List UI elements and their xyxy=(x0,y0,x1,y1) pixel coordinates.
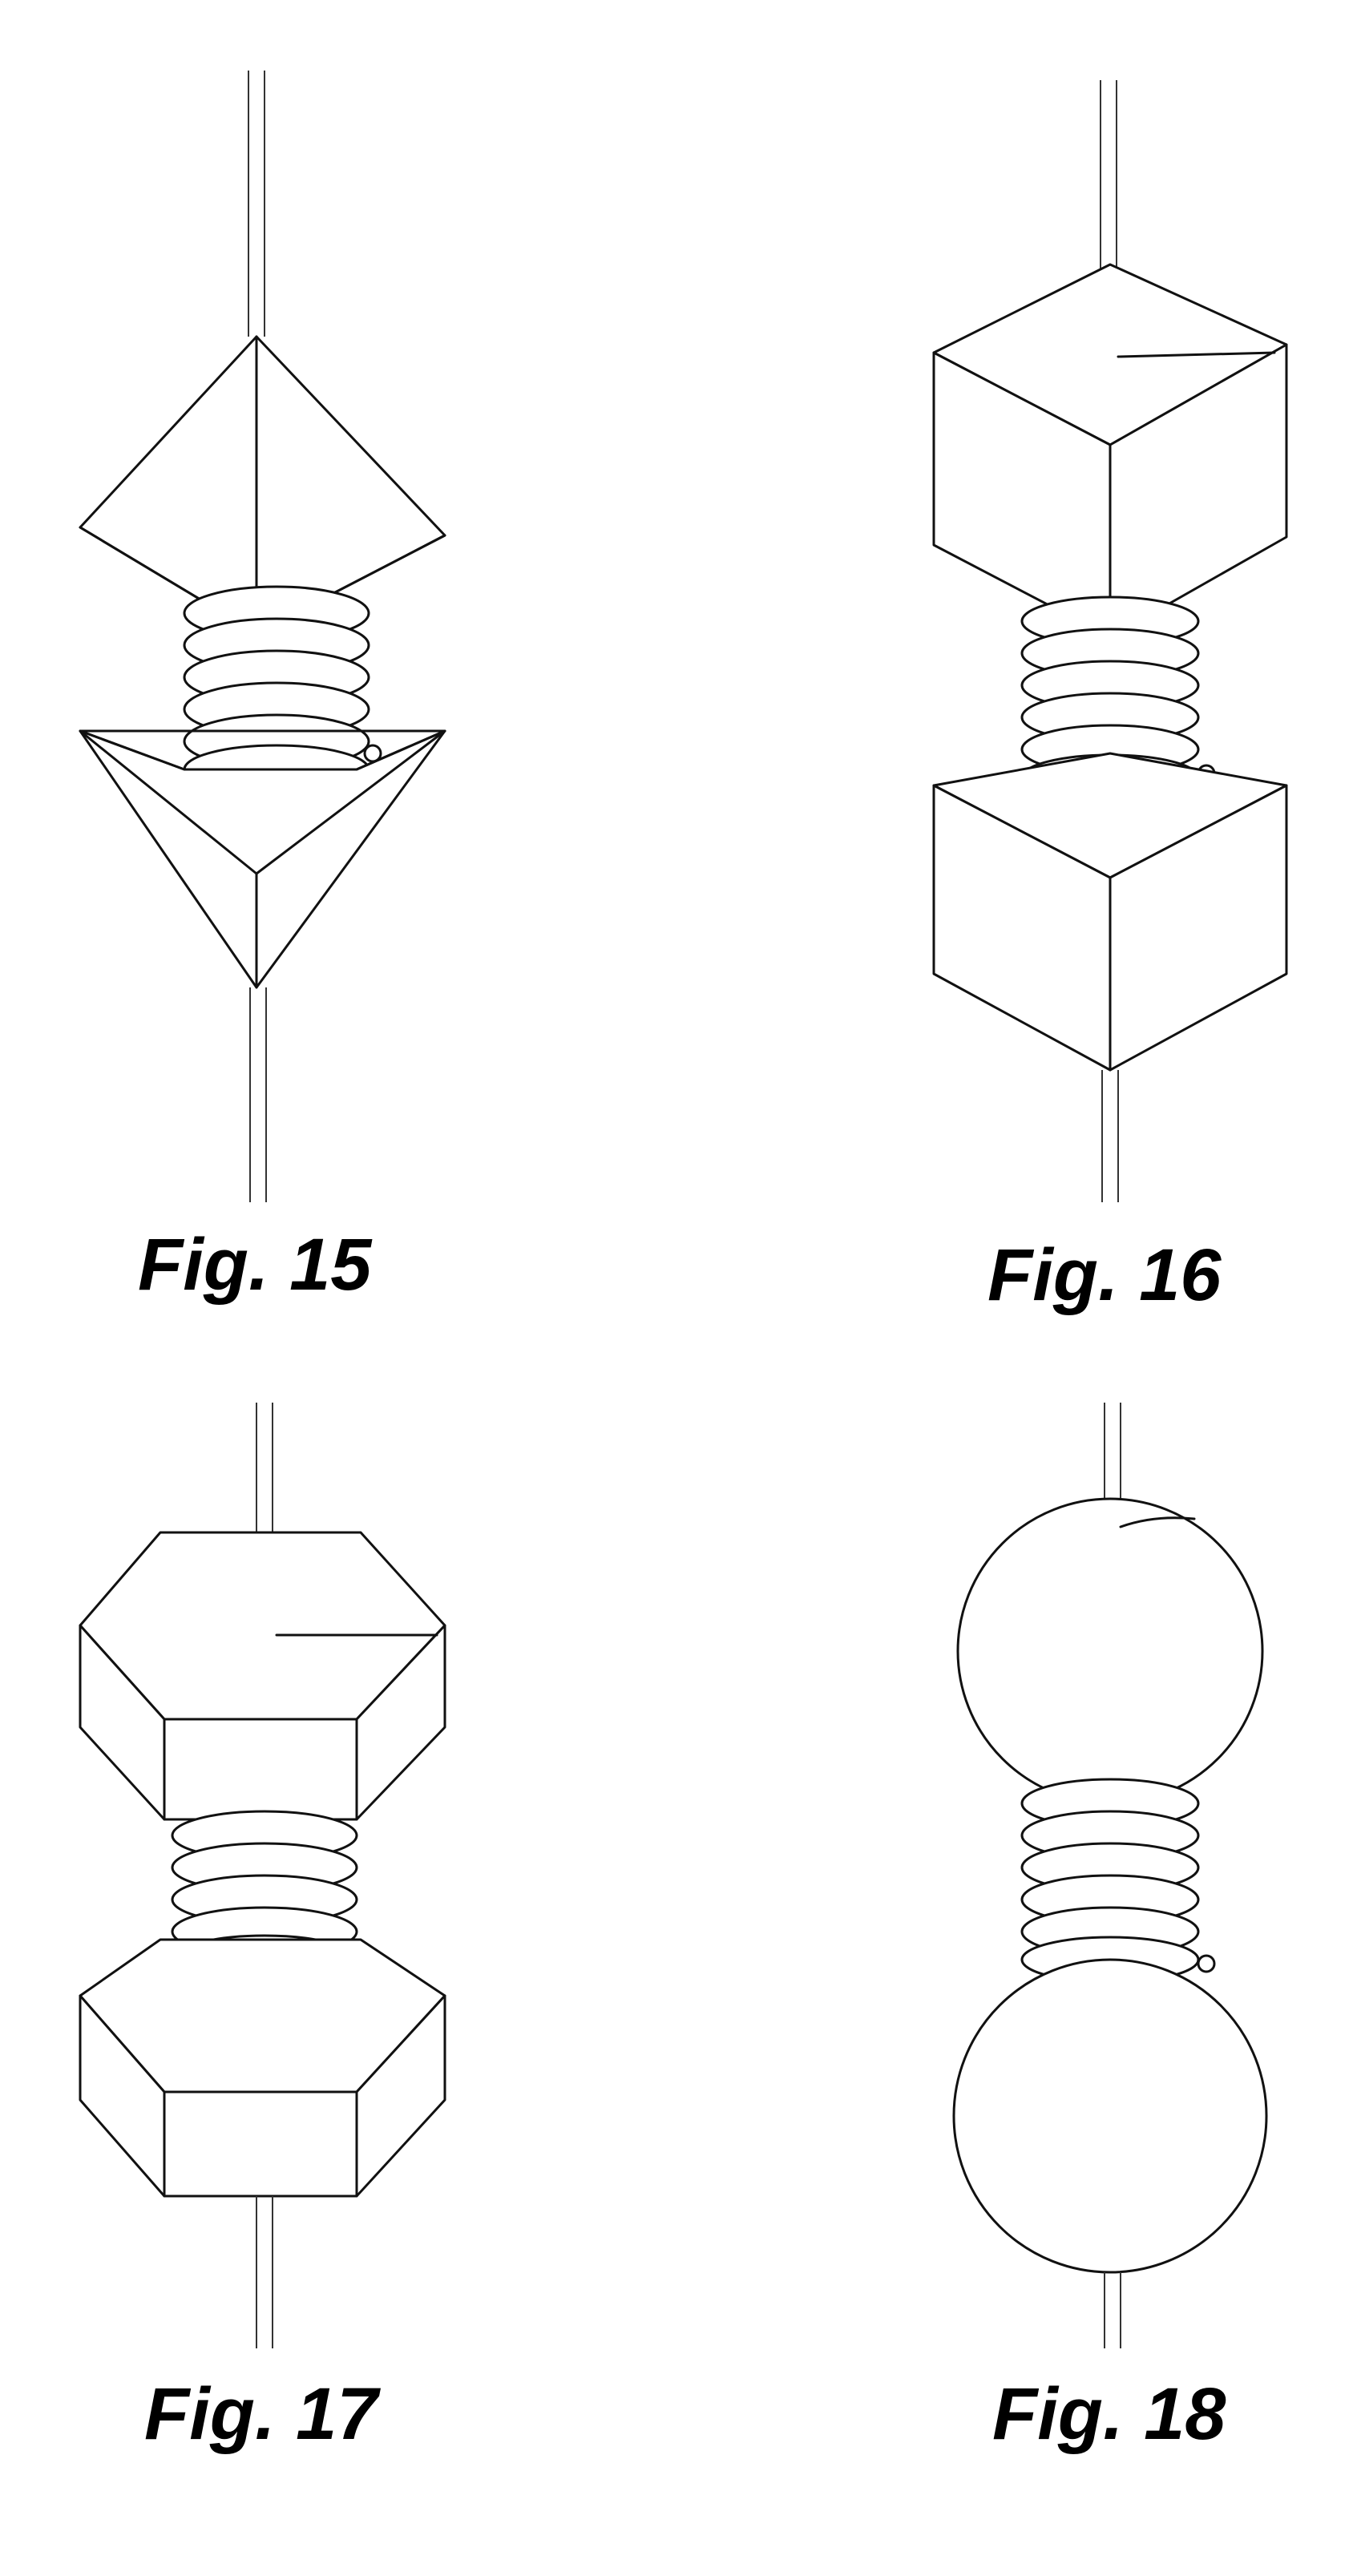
figure-15-label: Fig. 15 xyxy=(138,1228,371,1302)
bottom-wire xyxy=(1105,2272,1121,2348)
bottom-wire xyxy=(256,2196,273,2348)
coil-spring xyxy=(184,587,381,793)
bottom-wire xyxy=(1102,1070,1118,1202)
bottom-wire xyxy=(250,987,266,1202)
figure-17-drawing xyxy=(80,1403,445,2348)
top-cube-bead xyxy=(934,264,1286,637)
top-wire xyxy=(248,71,265,337)
figure-18-label: Fig. 18 xyxy=(992,2377,1226,2451)
top-sphere-bead xyxy=(958,1499,1262,1803)
figure-16-drawing xyxy=(934,80,1286,1202)
bottom-cube-bead xyxy=(934,753,1286,1070)
coil-spring xyxy=(1022,1779,1214,1982)
top-hexagonal-bead xyxy=(80,1532,445,1819)
figure-16-label: Fig. 16 xyxy=(987,1238,1221,1312)
figure-18-drawing xyxy=(954,1403,1266,2348)
bottom-pyramid-bead xyxy=(80,731,445,987)
figure-15-drawing xyxy=(80,71,445,1202)
bottom-sphere-bead xyxy=(954,1960,1266,2272)
bottom-hexagonal-bead xyxy=(80,1940,445,2196)
figure-17-label: Fig. 17 xyxy=(144,2377,378,2451)
